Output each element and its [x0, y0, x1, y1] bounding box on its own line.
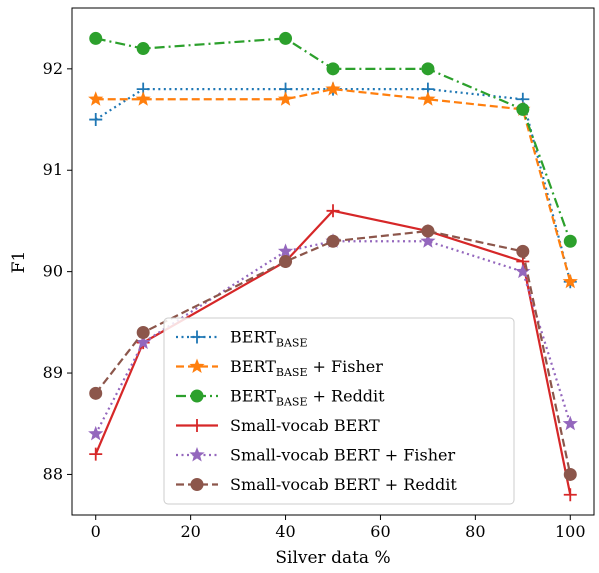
data-point	[421, 224, 435, 238]
legend-entry: Small-vocab BERT + Reddit	[176, 475, 457, 494]
data-point	[326, 234, 340, 248]
legend-marker	[189, 447, 205, 462]
data-point	[89, 31, 103, 45]
x-axis-ticks: 0 20 40 60 80 100	[91, 515, 586, 541]
data-point	[88, 425, 104, 441]
data-point	[135, 334, 151, 350]
data-point	[277, 91, 294, 106]
legend-marker	[190, 419, 204, 432]
legend-label: BERTBASE + Fisher	[230, 357, 383, 379]
data-point	[279, 31, 293, 45]
legend-entry: BERTBASE	[176, 328, 307, 350]
data-point	[88, 91, 104, 106]
x-tick-label: 40	[275, 522, 295, 541]
data-point	[277, 243, 294, 258]
legend-label: Small-vocab BERT + Fisher	[230, 446, 455, 465]
legend-marker	[190, 330, 204, 344]
data-point	[89, 113, 103, 127]
data-point	[516, 102, 530, 116]
y-tick-label: 89	[43, 363, 63, 382]
legend-entry: Small-vocab BERT	[176, 416, 380, 435]
y-tick-label: 92	[43, 59, 63, 78]
legend-entry: BERTBASE + Reddit	[176, 387, 385, 409]
plot-frame	[71, 7, 595, 516]
data-point	[562, 273, 578, 289]
x-axis-label: Silver data %	[275, 548, 390, 568]
y-axis-label: F1	[9, 251, 29, 274]
data-point	[420, 91, 436, 106]
data-point	[136, 42, 150, 56]
x-tick-label: 0	[91, 522, 101, 541]
legend-entry: Small-vocab BERT + Fisher	[176, 446, 455, 465]
data-point	[516, 244, 530, 258]
data-point	[420, 233, 436, 248]
y-tick-label: 91	[43, 160, 63, 179]
data-point	[562, 415, 578, 431]
legend-marker	[189, 358, 205, 373]
series-2	[89, 31, 577, 248]
data-point	[563, 467, 577, 481]
y-tick-label: 90	[43, 262, 63, 281]
x-tick-label: 60	[370, 522, 390, 541]
data-point	[89, 447, 103, 461]
legend: BERTBASE BERTBASE + Fisher BERTBASE + Redd…	[163, 317, 515, 505]
legend-marker	[190, 478, 204, 491]
y-axis-ticks: 88 89 90 91 92	[43, 59, 72, 483]
series-5	[89, 224, 577, 481]
series-0	[89, 82, 577, 289]
x-tick-label: 100	[555, 522, 586, 541]
data-point	[563, 234, 577, 248]
data-point	[421, 62, 435, 76]
data-point	[136, 325, 150, 339]
plot-area	[88, 31, 578, 502]
data-point	[326, 62, 340, 76]
data-point	[515, 263, 531, 279]
legend-label: Small-vocab BERT	[230, 416, 380, 435]
data-point	[326, 204, 340, 218]
legend-label: BERTBASE + Reddit	[230, 387, 385, 409]
data-point	[325, 81, 341, 96]
y-tick-label: 88	[43, 464, 63, 483]
legend-entry: BERTBASE + Fisher	[176, 357, 383, 379]
series-1	[88, 81, 578, 289]
legend-label: Small-vocab BERT + Reddit	[230, 475, 457, 494]
data-point	[279, 255, 293, 268]
x-tick-label: 80	[465, 522, 485, 541]
legend-marker	[190, 389, 204, 403]
x-tick-label: 20	[180, 522, 200, 541]
legend-label: BERTBASE	[230, 328, 307, 350]
legend-box	[163, 317, 515, 505]
data-point	[135, 91, 151, 106]
data-point	[89, 386, 103, 400]
data-point	[563, 488, 577, 502]
